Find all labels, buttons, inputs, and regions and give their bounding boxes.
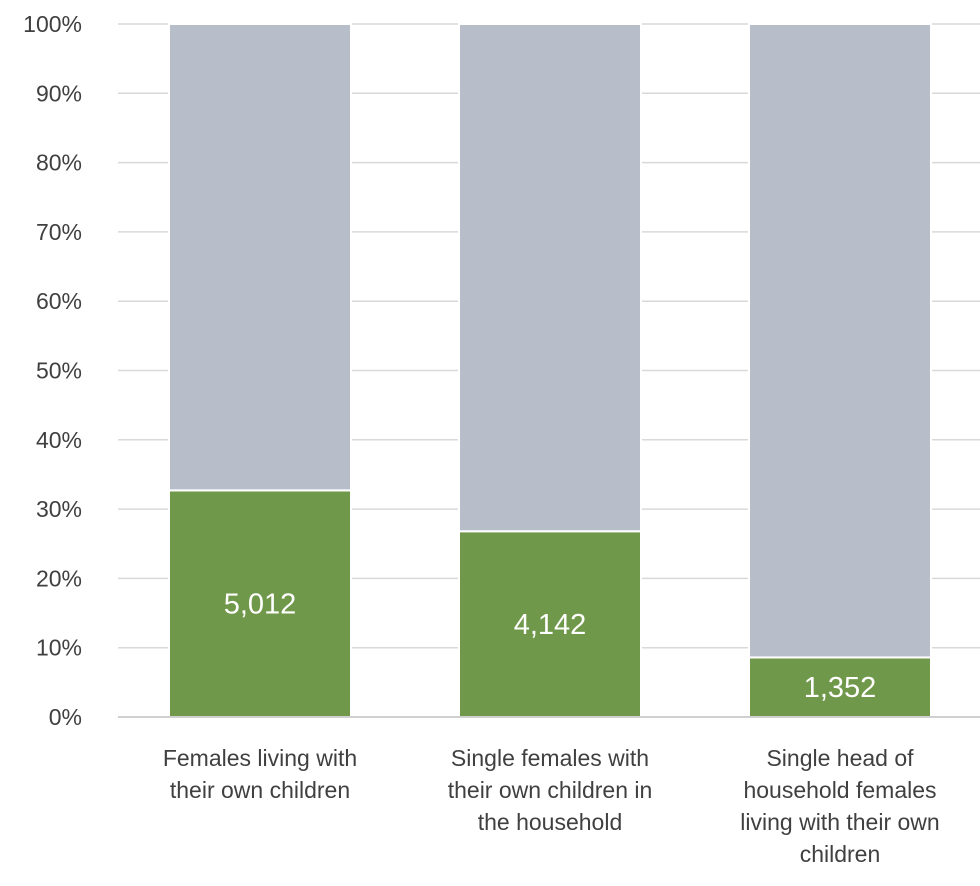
bars: 5,012 4,142 1,352 xyxy=(168,23,932,718)
x-category-label: Single females with xyxy=(451,745,649,771)
x-category-label: Females living with xyxy=(163,745,357,771)
y-tick-label: 10% xyxy=(36,635,82,661)
bar-segment-gray xyxy=(748,23,932,659)
bar-segment-gray xyxy=(458,23,642,533)
y-tick-label: 70% xyxy=(36,219,82,245)
x-category-label: living with their own xyxy=(740,809,939,835)
y-tick-label: 60% xyxy=(36,288,82,314)
y-tick-label: 50% xyxy=(36,358,82,384)
data-label: 5,012 xyxy=(224,589,297,621)
y-tick-label: 0% xyxy=(49,704,82,730)
y-tick-label: 100% xyxy=(23,11,82,37)
y-tick-label: 30% xyxy=(36,496,82,522)
x-axis-categories: Females living with their own children Sin… xyxy=(163,745,940,867)
data-label: 4,142 xyxy=(514,609,587,641)
y-axis-ticks: 0% 10% 20% 30% 40% 50% 60% 70% 80% 90% 100% xyxy=(23,11,82,730)
bar-segment-gray xyxy=(168,23,352,492)
y-tick-label: 40% xyxy=(36,427,82,453)
data-label: 1,352 xyxy=(804,672,877,704)
x-category-label: household females xyxy=(743,777,936,803)
y-tick-label: 80% xyxy=(36,150,82,176)
x-category-label: Single head of xyxy=(766,745,914,771)
x-category-label: children xyxy=(800,841,881,867)
x-category-label: their own children in xyxy=(448,777,653,803)
y-tick-label: 20% xyxy=(36,565,82,591)
x-category-label: the household xyxy=(478,809,623,835)
y-tick-label: 90% xyxy=(36,80,82,106)
x-category-label: their own children xyxy=(170,777,350,803)
bar-segment-green xyxy=(458,530,642,718)
